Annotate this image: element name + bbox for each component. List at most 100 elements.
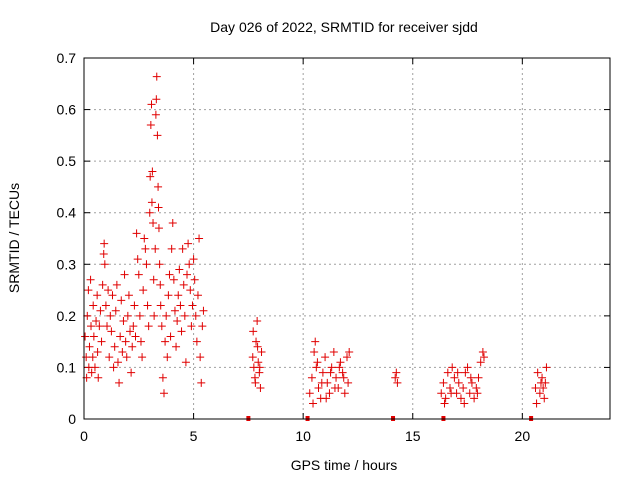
data-point	[467, 378, 476, 387]
data-point	[126, 327, 135, 336]
data-point	[116, 332, 125, 341]
data-point	[249, 327, 258, 336]
data-point	[443, 368, 452, 377]
data-point	[335, 363, 344, 372]
data-point	[322, 394, 331, 403]
data-point	[340, 389, 349, 398]
data-point	[89, 301, 98, 310]
data-point	[117, 296, 126, 305]
data-point	[100, 239, 109, 248]
data-point	[89, 332, 98, 341]
data-point	[311, 337, 320, 346]
y-tick-label: 0.4	[57, 205, 77, 221]
data-point	[460, 399, 469, 408]
data-point	[92, 317, 101, 326]
data-point	[163, 353, 172, 362]
data-point	[461, 368, 470, 377]
data-point	[120, 270, 129, 279]
data-point	[107, 327, 116, 336]
data-point	[535, 389, 544, 398]
data-point	[156, 301, 165, 310]
data-point	[248, 353, 257, 362]
data-point	[84, 286, 93, 295]
data-point	[196, 353, 205, 362]
data-point	[131, 332, 140, 341]
data-point	[254, 358, 263, 367]
y-tick-label: 0.2	[57, 308, 77, 324]
data-point	[101, 301, 110, 310]
data-point	[439, 378, 448, 387]
data-point	[97, 337, 106, 346]
data-point	[141, 244, 150, 253]
data-point	[161, 337, 170, 346]
data-point	[312, 363, 321, 372]
data-point	[144, 322, 153, 331]
data-point	[190, 275, 199, 284]
data-point	[193, 291, 202, 300]
data-point	[309, 399, 318, 408]
data-point	[85, 342, 94, 351]
x-tick-label: 0	[80, 428, 88, 444]
data-point	[86, 275, 95, 284]
x-tick-label: 10	[295, 428, 311, 444]
data-point	[147, 198, 156, 207]
data-point	[165, 270, 174, 279]
data-point	[310, 347, 319, 356]
data-point	[446, 384, 455, 393]
data-point	[253, 342, 262, 351]
data-point	[145, 208, 154, 217]
data-point	[344, 378, 353, 387]
data-point	[111, 306, 120, 315]
data-point	[169, 275, 178, 284]
data-point	[317, 378, 326, 387]
data-point	[307, 373, 316, 382]
data-point	[87, 322, 96, 331]
data-point	[90, 363, 99, 372]
data-point	[134, 270, 143, 279]
data-point	[106, 311, 115, 320]
data-point	[180, 311, 189, 320]
data-point	[128, 342, 137, 351]
data-point	[338, 368, 347, 377]
data-point	[93, 347, 102, 356]
data-point	[151, 244, 160, 253]
data-point	[154, 182, 163, 191]
data-point	[186, 286, 195, 295]
y-axis-label: SRMTID / TECUs	[6, 183, 22, 293]
data-point	[253, 317, 262, 326]
data-point	[531, 384, 540, 393]
data-point	[450, 373, 459, 382]
data-point	[109, 363, 118, 372]
data-point	[152, 72, 161, 81]
data-point	[305, 389, 314, 398]
data-point	[138, 353, 147, 362]
data-point	[540, 394, 549, 403]
data-point	[192, 337, 201, 346]
data-point	[172, 342, 181, 351]
data-point	[189, 255, 198, 264]
y-tick-label: 0.5	[57, 153, 77, 169]
data-point	[473, 389, 482, 398]
data-point	[173, 317, 182, 326]
data-point	[325, 389, 334, 398]
data-point	[155, 260, 164, 269]
data-point	[174, 291, 183, 300]
data-point	[329, 347, 338, 356]
data-point	[393, 378, 402, 387]
x-tick-label: 15	[405, 428, 421, 444]
data-point	[105, 353, 114, 362]
data-point	[167, 244, 176, 253]
data-point	[157, 322, 166, 331]
data-point	[154, 203, 163, 212]
data-point	[132, 229, 141, 238]
data-point	[148, 167, 157, 176]
tick-layer: 0 0.1 0.2 0.3 0.4 0.5 0.6 0.7 0 5 10 15 20	[57, 50, 610, 444]
data-point	[154, 224, 163, 233]
data-point	[327, 363, 336, 372]
data-point	[143, 301, 152, 310]
grid-layer	[84, 58, 610, 419]
x-tick-label: 20	[515, 428, 531, 444]
data-point	[121, 337, 130, 346]
data-point	[146, 121, 155, 130]
